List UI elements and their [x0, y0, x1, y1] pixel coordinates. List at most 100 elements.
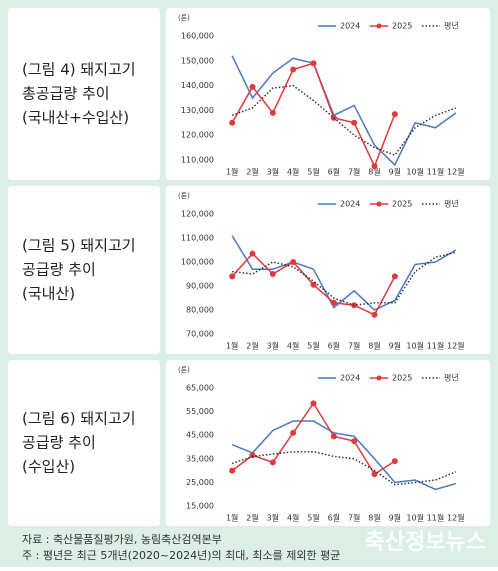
x-tick-label: 11월: [427, 341, 445, 351]
panel-title: 공급량 추이: [22, 434, 96, 452]
legend-label: 2025: [392, 374, 412, 383]
point: [249, 83, 256, 90]
x-tick-label: 4월: [287, 167, 299, 177]
legend-marker: [376, 23, 382, 29]
x-tick-label: 4월: [287, 341, 299, 351]
x-tick-label: 2월: [246, 167, 258, 177]
point: [290, 259, 297, 265]
chart-box: [166, 360, 490, 526]
x-tick-label: 7월: [348, 167, 360, 177]
point: [249, 452, 256, 459]
legend-label: 2025: [392, 22, 412, 31]
legend-label: 2025: [392, 200, 412, 209]
x-tick-label: 8월: [368, 341, 380, 351]
legend-label: 평년: [444, 21, 459, 31]
x-tick-label: 3월: [267, 167, 279, 177]
point: [391, 273, 398, 280]
unit-label: (톤): [178, 366, 190, 374]
y-tick-label: 45,000: [186, 431, 214, 440]
note: 주 : 평년은 최근 5개년(2020~2024년)의 최대, 최소를 제외한 …: [22, 549, 340, 562]
x-tick-label: 10월: [406, 167, 424, 177]
x-tick-label: 3월: [267, 513, 279, 523]
point: [351, 119, 358, 126]
panel-title: 총공급량 추이: [22, 85, 110, 103]
x-tick-label: 1월: [226, 341, 238, 351]
panel-title: (수입산): [22, 458, 75, 476]
y-tick-label: 65,000: [186, 384, 214, 393]
y-tick-label: 130,000: [181, 106, 214, 115]
y-tick-label: 110,000: [181, 234, 214, 243]
x-tick-label: 7월: [348, 513, 360, 523]
x-tick-label: 6월: [328, 513, 340, 523]
point: [371, 311, 378, 318]
y-tick-label: 140,000: [181, 81, 214, 90]
point: [269, 271, 276, 277]
x-tick-label: 1월: [226, 167, 238, 177]
x-tick-label: 5월: [307, 167, 319, 177]
point: [229, 273, 236, 280]
panel-title: (그림 4) 돼지고기: [22, 61, 136, 79]
point: [330, 433, 337, 440]
unit-label: (톤): [178, 14, 190, 22]
x-tick-label: 12월: [447, 341, 465, 351]
point: [229, 119, 236, 126]
point: [351, 438, 358, 445]
series-line: [231, 235, 457, 311]
x-tick-label: 10월: [406, 341, 424, 351]
legend-label: 2024: [340, 200, 360, 209]
panel-title: (국내산): [22, 285, 75, 303]
chart-box: [166, 8, 490, 180]
point: [290, 66, 297, 73]
x-tick-label: 12월: [447, 513, 465, 523]
legend-label: 평년: [444, 373, 459, 383]
x-tick-label: 11월: [427, 513, 445, 523]
x-tick-label: 6월: [328, 341, 340, 351]
watermark: 축산정보뉴스: [365, 530, 486, 555]
y-tick-label: 150,000: [181, 56, 214, 65]
point: [310, 400, 317, 407]
x-tick-label: 3월: [267, 341, 279, 351]
panel-title: 공급량 추이: [22, 261, 96, 279]
legend-label: 2024: [340, 22, 360, 31]
x-tick-label: 1월: [226, 513, 238, 523]
x-tick-label: 9월: [389, 341, 401, 351]
point: [310, 60, 317, 67]
point: [371, 471, 378, 478]
label-box: [8, 360, 160, 526]
chart-box: [166, 186, 490, 354]
point: [391, 111, 398, 118]
x-tick-label: 12월: [447, 167, 465, 177]
x-tick-label: 8월: [368, 513, 380, 523]
legend-marker: [376, 375, 382, 381]
legend-label: 평년: [444, 199, 459, 209]
series-line: [232, 251, 457, 306]
point: [391, 458, 398, 465]
label-box: [8, 8, 160, 180]
x-tick-label: 6월: [328, 167, 340, 177]
legend-marker: [376, 201, 382, 207]
y-tick-label: 15,000: [186, 502, 214, 511]
point: [229, 467, 236, 474]
x-tick-label: 2월: [246, 513, 258, 523]
panel-title: (국내산+수입산): [22, 109, 129, 127]
y-tick-label: 25,000: [186, 478, 214, 487]
y-tick-label: 90,000: [186, 282, 214, 291]
y-tick-label: 70,000: [186, 330, 214, 339]
x-tick-label: 2월: [246, 341, 258, 351]
x-tick-label: 4월: [287, 513, 299, 523]
y-tick-label: 55,000: [186, 407, 214, 416]
legend-label: 2024: [340, 374, 360, 383]
y-tick-label: 35,000: [186, 454, 214, 463]
point: [371, 163, 378, 170]
unit-label: (톤): [178, 192, 190, 200]
series-line: [231, 55, 457, 167]
panel-title: (그림 6) 돼지고기: [22, 410, 136, 428]
point: [269, 109, 276, 116]
point: [269, 459, 276, 466]
x-tick-label: 10월: [406, 513, 424, 523]
y-tick-label: 120,000: [181, 210, 214, 219]
y-tick-label: 80,000: [186, 306, 214, 315]
y-tick-label: 100,000: [181, 258, 214, 267]
